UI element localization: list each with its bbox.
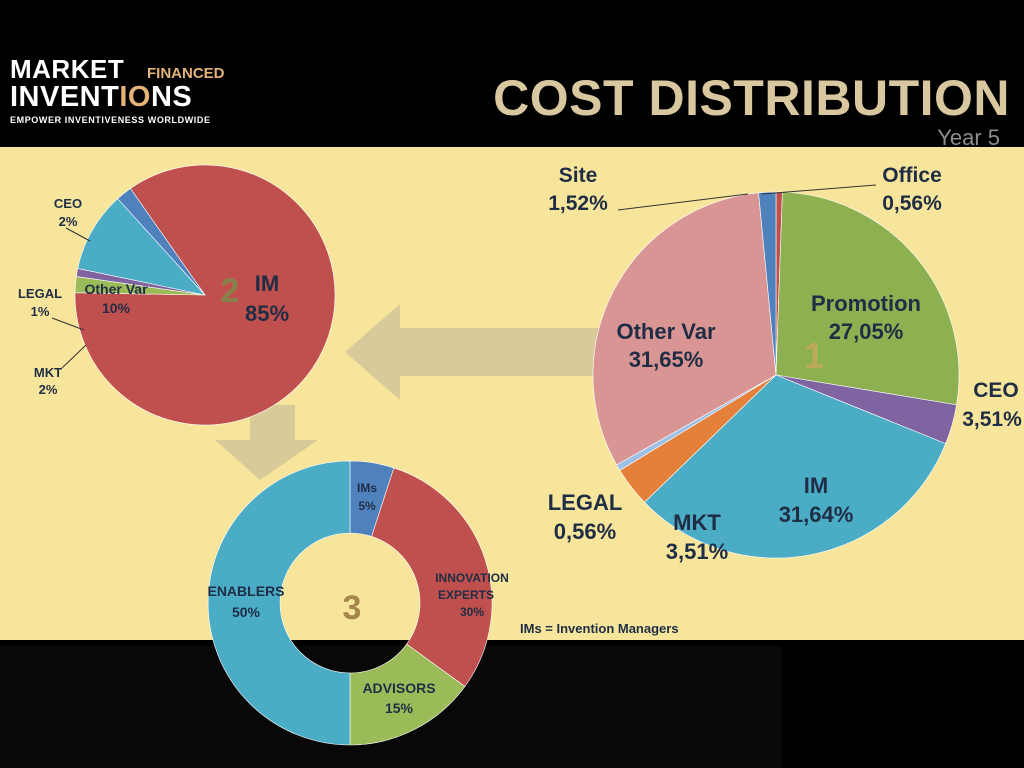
- leader-mkt-2: [61, 344, 87, 369]
- label-ceo-1: CEO: [973, 379, 1019, 402]
- value-innovation-3: 30%: [460, 605, 484, 619]
- logo-inventions-b: I: [119, 81, 128, 113]
- value-ceo-2: 2%: [59, 214, 78, 229]
- label-enablers-3: ENABLERS: [207, 583, 284, 599]
- label-mkt-1: MKT: [673, 510, 721, 535]
- label-office: Office: [882, 164, 942, 187]
- value-mkt-2: 2%: [39, 382, 58, 397]
- badge-2: 2: [221, 272, 240, 310]
- label-im-1: IM: [804, 473, 828, 498]
- chart-1-cost-pie: [592, 191, 960, 559]
- label-ceo-2: CEO: [54, 196, 82, 211]
- arrow-left-icon: [345, 304, 600, 400]
- logo-market: MARKET: [10, 54, 125, 84]
- label-promotion: Promotion: [811, 291, 921, 316]
- value-site: 1,52%: [548, 192, 608, 215]
- label-innovation-3a: INNOVATION: [435, 571, 509, 585]
- label-site: Site: [559, 164, 598, 187]
- logo-financed: FINANCED: [147, 65, 225, 82]
- label-innovation-3b: EXPERTS: [438, 588, 494, 602]
- leader-site: [617, 193, 749, 211]
- value-promotion: 27,05%: [829, 319, 904, 344]
- chart-1-slice-im: [644, 374, 947, 559]
- badge-1: 1: [804, 335, 824, 376]
- value-ceo-1: 3,51%: [962, 408, 1022, 431]
- value-office: 0,56%: [882, 192, 942, 215]
- chart-2-pie: [74, 164, 336, 426]
- chart-3-slice-innovation-experts: [371, 467, 493, 687]
- footnote: IMs = Invention Managers: [520, 621, 679, 636]
- label-legal-2: LEGAL: [18, 286, 62, 301]
- page-subtitle: Year 5: [937, 125, 1000, 150]
- value-enablers-3: 50%: [232, 604, 261, 620]
- chart-1-slice-other-var: [592, 192, 777, 466]
- label-legal-1: LEGAL: [548, 490, 623, 515]
- value-im-2: 85%: [245, 301, 289, 326]
- value-legal-1: 0,56%: [554, 519, 616, 544]
- leader-legal-2: [51, 317, 85, 331]
- logo-inventions-a: INVENT: [10, 81, 120, 113]
- label-mkt-2: MKT: [34, 365, 62, 380]
- logo-inventions-c: O: [127, 81, 151, 113]
- badge-3: 3: [343, 589, 362, 627]
- chart-1-slice-site: [758, 191, 777, 376]
- value-ims-3: 5%: [358, 499, 376, 513]
- label-im-2: IM: [255, 271, 279, 296]
- value-mkt-1: 3,51%: [666, 539, 728, 564]
- label-other-var-1: Other Var: [616, 319, 715, 344]
- chart-1-slice-promotion: [775, 191, 960, 406]
- value-advisors-3: 15%: [385, 700, 414, 716]
- label-other-var-2: Other Var: [84, 281, 148, 297]
- leader-office: [761, 184, 877, 195]
- company-logo: MARKET FINANCED INVENTIONS EMPOWER INVEN…: [10, 56, 240, 132]
- chart-3-donut: [207, 460, 493, 746]
- arrow-down-icon: [215, 405, 318, 480]
- page-title: COST DISTRIBUTION: [493, 70, 1010, 126]
- leader-ceo-2: [65, 227, 91, 242]
- chart-3-slice-enablers: [207, 460, 351, 746]
- logo-inventions: INVENTIONS: [10, 82, 192, 112]
- logo-tagline: EMPOWER INVENTIVENESS WORLDWIDE: [10, 115, 211, 125]
- chart-2-slice-ceo: [117, 188, 206, 296]
- value-im-1: 31,64%: [779, 502, 854, 527]
- value-other-var-1: 31,65%: [629, 347, 704, 372]
- label-ims-3: IMs: [357, 481, 377, 495]
- label-advisors-3: ADVISORS: [362, 680, 435, 696]
- value-legal-2: 1%: [31, 304, 50, 319]
- value-other-var-2: 10%: [102, 300, 131, 316]
- chart-2-slice-other-var: [77, 198, 206, 296]
- logo-inventions-d: NS: [150, 81, 193, 113]
